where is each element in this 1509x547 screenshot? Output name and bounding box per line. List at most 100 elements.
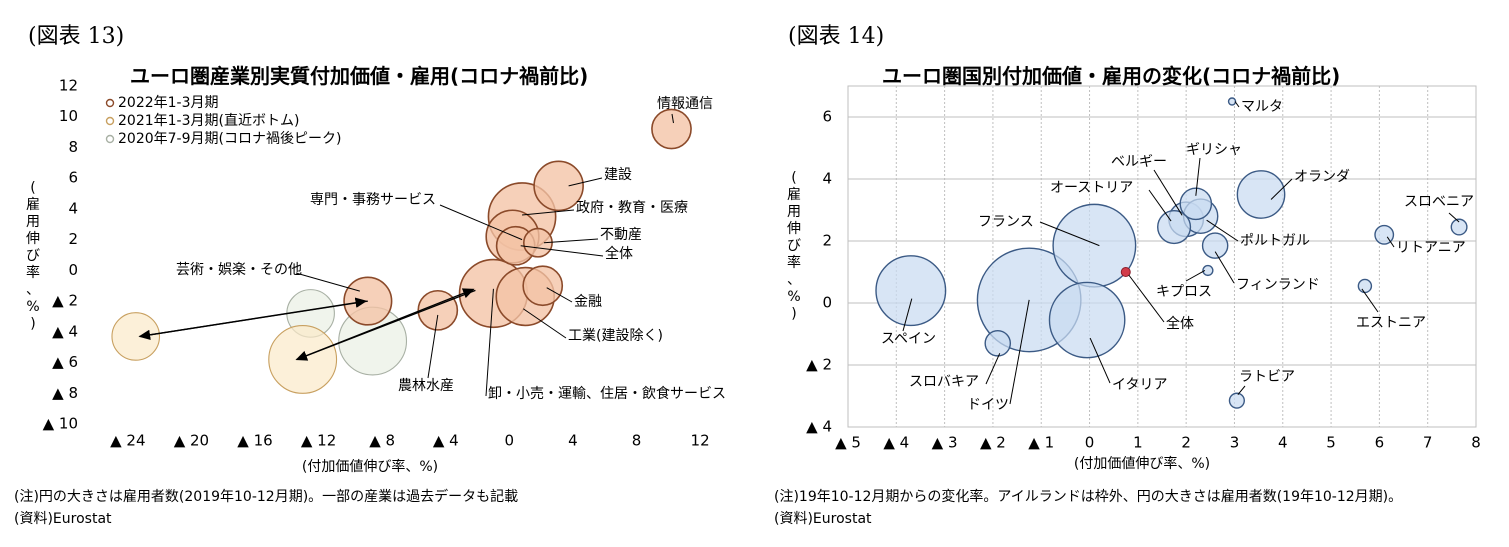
data-label: 農林水産 bbox=[398, 378, 454, 394]
data-label: マルタ bbox=[1241, 99, 1283, 115]
leader-line bbox=[985, 353, 1001, 385]
y-tick-label: 4 bbox=[822, 170, 832, 188]
chart-note: (注)円の大きさは雇用者数(2019年10-12月期)。一部の産業は過去データも… bbox=[14, 489, 519, 505]
x-tick-label: 8 bbox=[632, 432, 642, 450]
y-tick-label: ▲ 8 bbox=[52, 384, 78, 402]
total-point bbox=[1120, 267, 1131, 277]
x-tick-label: 7 bbox=[1423, 434, 1433, 452]
data-label: 建設 bbox=[604, 167, 632, 183]
x-tick-label: 1 bbox=[1133, 434, 1143, 452]
bubble-point bbox=[1048, 281, 1126, 359]
bubble-point bbox=[1227, 97, 1237, 106]
x-tick-label: ▲ 24 bbox=[110, 432, 145, 450]
data-label: ドイツ bbox=[967, 397, 1009, 413]
x-tick-label: ▲ 2 bbox=[980, 434, 1006, 452]
data-label: 工業(建設除く) bbox=[568, 328, 663, 344]
data-label: スロベニア bbox=[1404, 194, 1474, 210]
data-label: ギリシャ bbox=[1186, 142, 1242, 158]
leader-line bbox=[1206, 219, 1239, 242]
data-label: 政府・教育・医療 bbox=[576, 199, 688, 216]
leader-line bbox=[1448, 212, 1460, 223]
leader-line bbox=[1237, 385, 1246, 395]
left-chart-panel: (図表 13) ユーロ圏産業別実質付加価値・雇用(コロナ禍前比) ▲ 10 ▲ 8… bbox=[14, 24, 726, 527]
data-label: ポルトガル bbox=[1240, 233, 1310, 249]
y-tick-label: ▲ 2 bbox=[806, 356, 832, 374]
data-label: 卸・小売・運輸、住居・飲食サービス bbox=[488, 385, 726, 402]
x-tick-label: ▲ 16 bbox=[237, 432, 272, 450]
data-label: ラトビア bbox=[1239, 369, 1295, 385]
legend-marker bbox=[105, 134, 115, 144]
data-label: 全体 bbox=[1166, 315, 1194, 332]
bubble-point bbox=[1201, 232, 1229, 259]
leader-line bbox=[546, 287, 573, 303]
chart-note: (注)19年10-12月期からの変化率。アイルランドは枠外、円の大きさは雇用者数… bbox=[774, 489, 1403, 505]
x-tick-label: 0 bbox=[505, 432, 515, 450]
bubble-point bbox=[533, 160, 584, 212]
y-tick-label: 8 bbox=[68, 138, 78, 156]
y-tick-label: ▲ 10 bbox=[43, 415, 78, 433]
bubble-point bbox=[522, 227, 553, 258]
leader-line bbox=[1128, 274, 1165, 323]
x-tick-label: 12 bbox=[691, 432, 710, 450]
chart-title: ユーロ圏国別付加価値・雇用の変化(コロナ禍前比) bbox=[882, 64, 1341, 88]
data-label: キプロス bbox=[1156, 284, 1212, 300]
y-tick-label: 6 bbox=[68, 169, 78, 187]
leader-line bbox=[543, 238, 599, 244]
legend-label: 2022年1-3月期 bbox=[118, 95, 219, 111]
bubble-point bbox=[1157, 209, 1192, 245]
data-label: フィンランド bbox=[1236, 277, 1320, 293]
leader-line bbox=[522, 308, 567, 339]
bubble-point bbox=[111, 312, 161, 361]
right-chart-panel: (図表 14) ユーロ圏国別付加価値・雇用の変化(コロナ禍前比) ▲ 4 ▲ 2 0… bbox=[760, 0, 1509, 547]
data-label: 不動産 bbox=[600, 227, 642, 243]
data-label: オランダ bbox=[1294, 169, 1350, 185]
y-tick-label: 4 bbox=[68, 199, 78, 217]
leader-line bbox=[1386, 236, 1395, 248]
legend-label: 2021年1-3月期(直近ボトム) bbox=[118, 112, 299, 129]
data-label: 情報通信 bbox=[657, 96, 713, 112]
bubble-point bbox=[1228, 392, 1245, 409]
x-tick-label: ▲ 1 bbox=[1028, 434, 1054, 452]
leader-line bbox=[295, 272, 360, 292]
leader-line bbox=[1214, 251, 1235, 284]
data-label: スロバキア bbox=[909, 374, 979, 390]
x-tick-label: ▲ 3 bbox=[932, 434, 958, 452]
legend-marker bbox=[105, 98, 115, 108]
data-label: ベルギー bbox=[1111, 154, 1167, 170]
y-tick-label: 0 bbox=[68, 261, 78, 279]
leader-line bbox=[485, 288, 494, 397]
data-label: スペイン bbox=[881, 331, 936, 347]
data-label: リトアニア bbox=[1396, 240, 1466, 256]
leader-line bbox=[671, 113, 674, 124]
y-tick-label: 6 bbox=[822, 108, 832, 126]
x-tick-label: 6 bbox=[1375, 434, 1385, 452]
bubble-point bbox=[268, 325, 338, 394]
bubble-point bbox=[1450, 218, 1468, 236]
y-tick-label: 2 bbox=[68, 230, 78, 248]
y-tick-label: 10 bbox=[59, 107, 78, 125]
data-label: フランス bbox=[978, 214, 1034, 230]
bubble-point bbox=[1236, 170, 1286, 219]
leader-line bbox=[1089, 337, 1111, 384]
data-label: 専門・事務サービス bbox=[310, 192, 436, 208]
bubble-point bbox=[1357, 278, 1373, 294]
y-tick-label: 0 bbox=[822, 294, 832, 312]
data-label: イタリア bbox=[1112, 377, 1167, 393]
leader-line bbox=[1039, 221, 1100, 247]
leader-line bbox=[439, 204, 523, 241]
y-tick-label: ▲ 6 bbox=[52, 353, 78, 371]
x-tick-label: 8 bbox=[1471, 434, 1481, 452]
leader-line bbox=[1153, 169, 1183, 216]
y-tick-label: ▲ 4 bbox=[52, 322, 78, 340]
leader-line bbox=[522, 209, 575, 216]
leader-line bbox=[568, 177, 603, 187]
arrow-line bbox=[139, 297, 368, 338]
chart-source: (資料)Eurostat bbox=[14, 511, 112, 527]
x-axis-label: (付加価値伸び率、%) bbox=[302, 458, 438, 475]
leader-line bbox=[1009, 299, 1030, 405]
x-axis-label: (付加価値伸び率、%) bbox=[1074, 455, 1210, 472]
data-label: 金融 bbox=[574, 294, 602, 310]
data-label: オーストリア bbox=[1050, 180, 1133, 196]
x-tick-label: ▲ 4 bbox=[883, 434, 909, 452]
x-tick-label: ▲ 4 bbox=[433, 432, 459, 450]
